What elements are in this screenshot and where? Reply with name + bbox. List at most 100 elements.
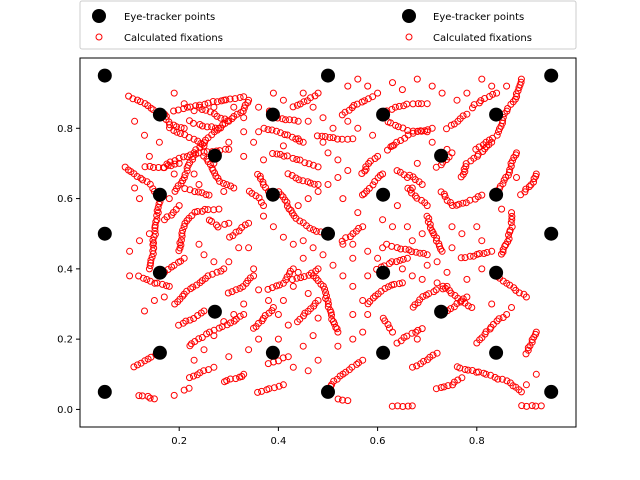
fixation-point bbox=[233, 110, 241, 118]
fixation-point bbox=[396, 168, 404, 176]
fixation-point bbox=[369, 93, 377, 101]
fixation-point bbox=[314, 89, 322, 97]
fixation-point bbox=[506, 166, 514, 174]
fixation-point bbox=[238, 373, 246, 380]
fixation-point bbox=[175, 202, 183, 210]
fixation-point bbox=[354, 75, 362, 83]
fixation-point bbox=[442, 284, 449, 292]
fixation-point bbox=[289, 265, 297, 273]
fixation-point bbox=[499, 180, 507, 188]
fixation-point bbox=[478, 237, 486, 245]
fixation-point bbox=[389, 328, 396, 336]
fixation-point bbox=[180, 100, 188, 108]
fixation-point bbox=[147, 256, 155, 264]
fixation-point bbox=[515, 289, 523, 297]
fixation-point bbox=[260, 156, 267, 164]
fixation-point bbox=[276, 281, 283, 289]
fixation-point bbox=[264, 285, 272, 293]
eye-tracker-point bbox=[265, 107, 280, 122]
fixation-point bbox=[289, 103, 297, 111]
fixation-point bbox=[349, 335, 357, 343]
fixation-point bbox=[314, 181, 322, 188]
fixation-point bbox=[433, 258, 441, 266]
fixation-point bbox=[146, 277, 154, 285]
fixation-point bbox=[374, 152, 382, 160]
fixation-point bbox=[150, 297, 158, 304]
fixation-point bbox=[141, 357, 149, 365]
fixation-point bbox=[319, 251, 327, 259]
fixation-point bbox=[284, 353, 292, 361]
fixation-point bbox=[390, 280, 398, 288]
fixation-point bbox=[506, 226, 514, 234]
fixation-point bbox=[438, 89, 446, 97]
fixation-point bbox=[328, 311, 335, 319]
fixation-point bbox=[444, 382, 452, 390]
y-tick-label: 0.4 bbox=[57, 264, 73, 275]
fixation-point bbox=[495, 128, 502, 136]
fixation-point bbox=[255, 286, 263, 294]
fixation-point bbox=[517, 75, 525, 83]
fixation-point bbox=[428, 124, 436, 132]
fixation-point bbox=[526, 342, 534, 350]
fixation-point bbox=[158, 280, 166, 288]
fixation-point bbox=[386, 324, 393, 332]
y-tick-label: 0.8 bbox=[57, 124, 73, 135]
fixation-point bbox=[211, 124, 219, 132]
fixation-point bbox=[175, 159, 183, 167]
fixation-point bbox=[513, 174, 520, 181]
fixation-point bbox=[166, 121, 174, 129]
fixation-point bbox=[304, 195, 312, 203]
fixation-point bbox=[227, 319, 234, 327]
plot-area-frame bbox=[79, 57, 577, 428]
fixation-point bbox=[230, 317, 238, 325]
fixation-point bbox=[334, 395, 342, 403]
fixation-point bbox=[503, 82, 511, 90]
fixation-point bbox=[281, 196, 289, 204]
fixation-point bbox=[404, 402, 412, 410]
fixation-point bbox=[294, 117, 302, 125]
fixation-point bbox=[240, 104, 248, 112]
fixation-point bbox=[388, 242, 396, 250]
fixation-point bbox=[230, 311, 238, 318]
fixation-point bbox=[289, 363, 297, 371]
fixation-point bbox=[334, 135, 341, 143]
fixation-point bbox=[225, 117, 233, 125]
fixation-point bbox=[374, 174, 382, 182]
fixation-point bbox=[393, 167, 401, 175]
fixation-point bbox=[162, 282, 170, 290]
fixation-point bbox=[130, 363, 138, 371]
fixation-point bbox=[334, 174, 342, 181]
fixation-point bbox=[254, 388, 262, 396]
fixation-point bbox=[475, 143, 483, 151]
fixation-point bbox=[420, 249, 428, 257]
fixation-point bbox=[466, 252, 474, 260]
legend-frame bbox=[79, 0, 577, 50]
fixation-point bbox=[212, 172, 220, 180]
fixation-point bbox=[268, 284, 276, 292]
fixation-point bbox=[324, 181, 332, 188]
fixation-point bbox=[225, 138, 233, 146]
fixation-point bbox=[131, 184, 139, 192]
fixation-point bbox=[289, 154, 297, 162]
fixation-point bbox=[129, 95, 137, 103]
fixation-point bbox=[398, 265, 406, 273]
fixation-point bbox=[239, 107, 247, 115]
fixation-point bbox=[314, 188, 322, 195]
fixation-point bbox=[213, 268, 221, 276]
fixation-point bbox=[342, 234, 350, 242]
fixation-point bbox=[279, 233, 287, 241]
fixation-point bbox=[364, 272, 372, 280]
fixation-point bbox=[489, 134, 496, 142]
fixation-point bbox=[359, 297, 367, 304]
fixation-point bbox=[170, 391, 178, 399]
fixation-point bbox=[334, 342, 342, 350]
fixation-point bbox=[384, 283, 392, 291]
fixation-point bbox=[190, 372, 197, 380]
fixation-point bbox=[326, 134, 334, 141]
fixation-point bbox=[284, 321, 292, 329]
fixation-point bbox=[508, 215, 516, 223]
fixation-point bbox=[319, 282, 327, 290]
fixation-point bbox=[264, 126, 272, 134]
fixation-point bbox=[374, 254, 382, 262]
fixation-point bbox=[230, 103, 238, 111]
